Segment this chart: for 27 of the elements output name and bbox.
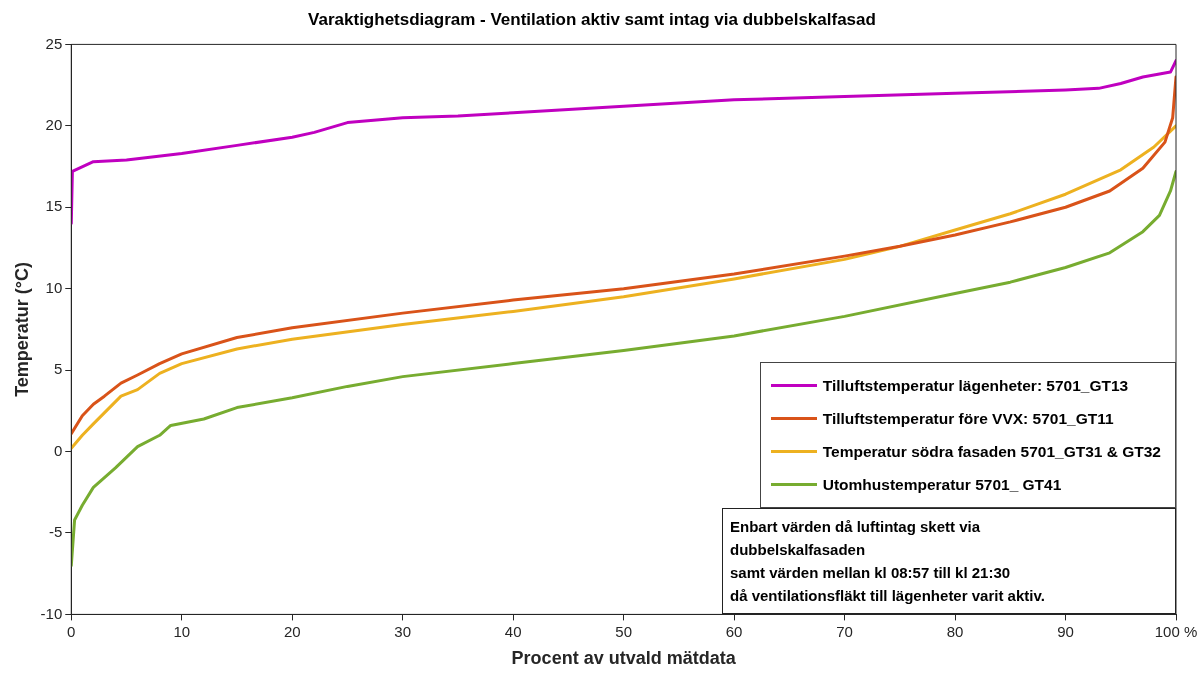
x-tick-label: 30	[394, 622, 412, 640]
x-tick-label: 20	[283, 622, 301, 640]
note-box: Enbart värden då luftintag skett via dubbelskalfasaden samt värden mellan kl 08:57 till kl 21:30 då ventilationsfläkt till lägenheter varit aktiv.	[722, 508, 1176, 615]
y-tick-label: 15	[45, 197, 63, 215]
chart-title: Varaktighetsdiagram - Ventilation aktiv samt intag via dubbelskalfasad	[308, 9, 876, 29]
x-tick-label: 90	[1057, 622, 1074, 640]
y-tick-label: 25	[45, 34, 63, 52]
x-tick-label: 40	[504, 622, 522, 640]
x-tick-label: 10	[173, 622, 191, 640]
legend-label: Temperatur södra fasaden 5701_GT31 & GT32	[822, 442, 1161, 461]
x-tick-label: 100 %	[1154, 622, 1198, 640]
x-tick-label: 70	[836, 622, 853, 640]
y-axis-title: Temperatur (°C)	[11, 261, 32, 397]
x-tick-label: 60	[725, 622, 743, 640]
x-axis-title: Procent av utvald mätdata	[511, 648, 737, 669]
y-tick-label: 10	[45, 278, 63, 296]
legend-label: Tilluftstemperatur före VVX: 5701_GT11	[822, 409, 1114, 428]
legend-label: Utomhustemperatur 5701_ GT41	[822, 475, 1062, 494]
x-tick-label: 50	[615, 622, 632, 640]
y-tick-label: -10	[40, 604, 63, 622]
x-tick-label: 80	[946, 622, 964, 640]
y-tick-label: 0	[53, 441, 63, 459]
x-tick-label: 0	[67, 622, 76, 640]
y-tick-label: 20	[45, 115, 63, 133]
legend-label: Tilluftstemperatur lägenheter: 5701_GT13	[822, 376, 1129, 395]
y-tick-label: 5	[53, 360, 63, 378]
y-tick-label: -5	[48, 523, 63, 541]
